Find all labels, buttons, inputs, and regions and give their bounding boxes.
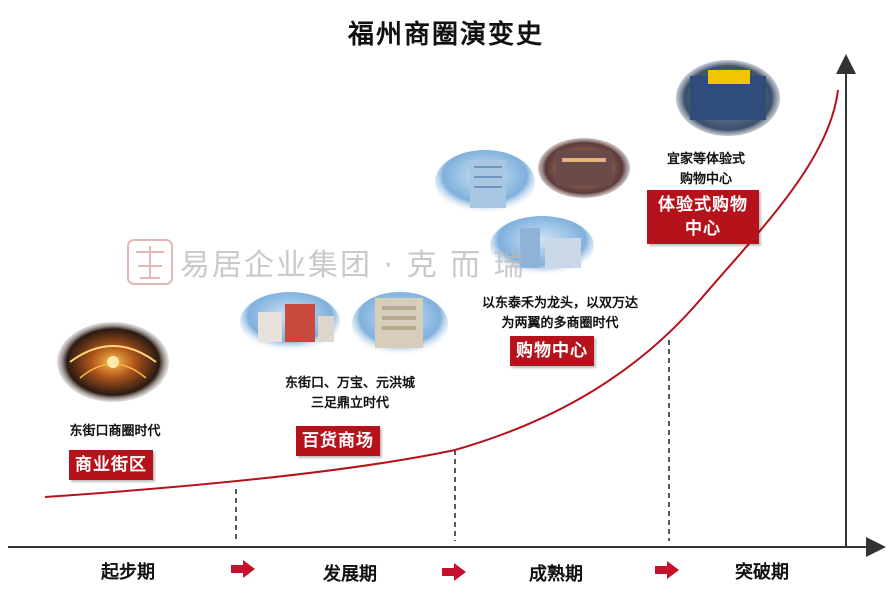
phase-label-4: 突破期 — [735, 562, 789, 583]
stage-4-caption-line-1: 宜家等体验式 — [666, 152, 745, 167]
stage-2-caption: 东街口、万宝、元洪城 三足鼎立时代 — [250, 374, 450, 414]
phase-label-2: 发展期 — [323, 564, 377, 585]
stage-1-tag: 商业街区 — [69, 450, 153, 480]
photo-shopping-center-3 — [490, 216, 594, 276]
stage-4-tag-line-1: 体验式购物 — [658, 195, 748, 215]
stage-2-caption-line-2: 三足鼎立时代 — [310, 396, 389, 411]
stage-3-tag-line: 购物中心 — [516, 341, 588, 361]
photo-ikea-store — [676, 60, 780, 136]
right-arrow-icon — [442, 563, 466, 581]
watermark-text: 易居企业集团 · 克 而 瑞 — [180, 248, 526, 283]
stage-3-caption: 以东泰禾为龙头，以双万达 为两翼的多商圈时代 — [455, 294, 665, 334]
stage-2-tag-line: 百货商场 — [302, 431, 374, 451]
right-arrow-icon — [231, 560, 255, 578]
stage-3-caption-line-1: 以东泰禾为龙头，以双万达 — [481, 296, 638, 311]
stage-1-caption-line: 东街口商圈时代 — [69, 424, 161, 439]
photo-department-store-1 — [240, 292, 340, 352]
stage-1-tag-line: 商业街区 — [75, 455, 147, 475]
stage-4-tag: 体验式购物 中心 — [647, 190, 759, 244]
stage-1-caption: 东街口商圈时代 — [20, 422, 210, 442]
stage-2-caption-line-1: 东街口、万宝、元洪城 — [284, 376, 415, 391]
stage-3-caption-line-2: 为两翼的多商圈时代 — [501, 316, 619, 331]
stage-4-caption-line-2: 购物中心 — [679, 172, 732, 187]
stage-4-caption: 宜家等体验式 购物中心 — [646, 150, 766, 190]
stage-4-tag-line-2: 中心 — [685, 219, 721, 239]
watermark-seal-icon — [127, 239, 173, 285]
stage-2-tag: 百货商场 — [296, 426, 380, 456]
stage-3-tag: 购物中心 — [510, 336, 594, 366]
photo-department-store-2 — [352, 292, 448, 356]
photo-night-aerial — [57, 322, 169, 402]
right-arrow-icon — [655, 561, 679, 579]
phase-label-1: 起步期 — [101, 562, 155, 583]
photo-shopping-center-2 — [538, 138, 630, 198]
photo-shopping-center-1 — [435, 150, 535, 214]
page-title: 福州商圈演变史 — [347, 20, 544, 50]
growth-curve — [44, 89, 839, 498]
phase-label-3: 成熟期 — [529, 564, 583, 585]
